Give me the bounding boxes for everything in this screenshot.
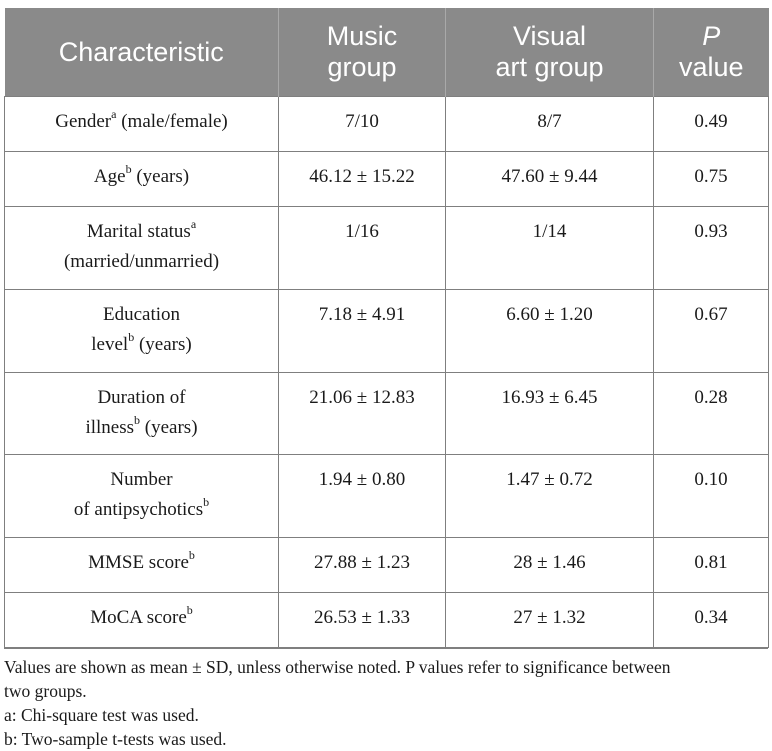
music-cell: 1.94 ± 0.80 <box>278 454 446 538</box>
header-p-line1: P <box>702 21 721 51</box>
characteristic-cell: Ageb (years) <box>4 151 279 207</box>
visual-cell: 1.47 ± 0.72 <box>445 454 654 538</box>
table-row: Duration of illnessb (years) 21.06 ± 12.8… <box>4 372 769 455</box>
p-value-cell: 0.10 <box>653 454 769 538</box>
characteristic-cell: Marital statusa (married/unmarried) <box>4 206 279 290</box>
p-value-cell: 0.93 <box>653 206 769 290</box>
table-row: MoCA scoreb 26.53 ± 1.33 27 ± 1.32 0.34 <box>4 592 769 648</box>
music-cell: 21.06 ± 12.83 <box>278 372 446 455</box>
footnote-values: Values are shown as mean ± SD, unless ot… <box>4 657 671 677</box>
p-value-cell: 0.28 <box>653 372 769 455</box>
footnote-values-cont: two groups. <box>4 681 87 701</box>
visual-cell: 16.93 ± 6.45 <box>445 372 654 455</box>
music-cell: 7/10 <box>278 96 446 152</box>
visual-cell: 6.60 ± 1.20 <box>445 289 654 373</box>
footnote-a: a: Chi-square test was used. <box>4 705 199 725</box>
p-value-cell: 0.81 <box>653 537 769 593</box>
table-row: Education levelb (years) 7.18 ± 4.91 6.60… <box>4 289 769 373</box>
characteristics-table: Characteristic Music group Visual art gr… <box>4 8 769 648</box>
p-value-cell: 0.67 <box>653 289 769 373</box>
p-value-cell: 0.75 <box>653 151 769 207</box>
footnote-b: b: Two-sample t-tests was used. <box>4 729 227 749</box>
table-row: Marital statusa (married/unmarried) 1/16 … <box>4 206 769 290</box>
visual-cell: 28 ± 1.46 <box>445 537 654 593</box>
p-value-cell: 0.49 <box>653 96 769 152</box>
header-visual-line2: art group <box>495 52 604 82</box>
table-row: MMSE scoreb 27.88 ± 1.23 28 ± 1.46 0.81 <box>4 537 769 593</box>
characteristic-cell: MoCA scoreb <box>4 592 279 648</box>
characteristic-cell: Number of antipsychoticsb <box>4 454 279 538</box>
characteristic-cell: Education levelb (years) <box>4 289 279 373</box>
header-characteristic: Characteristic <box>4 8 279 97</box>
header-p-value: P value <box>653 8 769 97</box>
table-container: Characteristic Music group Visual art gr… <box>4 0 769 751</box>
visual-cell: 8/7 <box>445 96 654 152</box>
music-cell: 26.53 ± 1.33 <box>278 592 446 648</box>
table-row: Number of antipsychoticsb 1.94 ± 0.80 1.4… <box>4 454 769 538</box>
header-visual-art-group: Visual art group <box>445 8 654 97</box>
visual-cell: 1/14 <box>445 206 654 290</box>
header-music-group: Music group <box>278 8 446 97</box>
p-value-cell: 0.34 <box>653 592 769 648</box>
table-row: Ageb (years) 46.12 ± 15.22 47.60 ± 9.44 … <box>4 151 769 207</box>
header-row: Characteristic Music group Visual art gr… <box>4 8 769 97</box>
music-cell: 46.12 ± 15.22 <box>278 151 446 207</box>
characteristic-cell: Duration of illnessb (years) <box>4 372 279 455</box>
header-music-line2: group <box>327 52 397 82</box>
music-cell: 7.18 ± 4.91 <box>278 289 446 373</box>
music-cell: 27.88 ± 1.23 <box>278 537 446 593</box>
header-music-line1: Music <box>326 21 398 51</box>
visual-cell: 47.60 ± 9.44 <box>445 151 654 207</box>
header-visual-line1: Visual <box>512 21 587 51</box>
characteristic-cell: MMSE scoreb <box>4 537 279 593</box>
header-p-line2: value <box>678 52 744 82</box>
music-cell: 1/16 <box>278 206 446 290</box>
table-footnotes: Values are shown as mean ± SD, unless ot… <box>4 648 768 751</box>
visual-cell: 27 ± 1.32 <box>445 592 654 648</box>
header-characteristic-text: Characteristic <box>58 36 224 67</box>
characteristic-cell: Gendera (male/female) <box>4 96 279 152</box>
table-row: Gendera (male/female) 7/10 8/7 0.49 <box>4 96 769 152</box>
